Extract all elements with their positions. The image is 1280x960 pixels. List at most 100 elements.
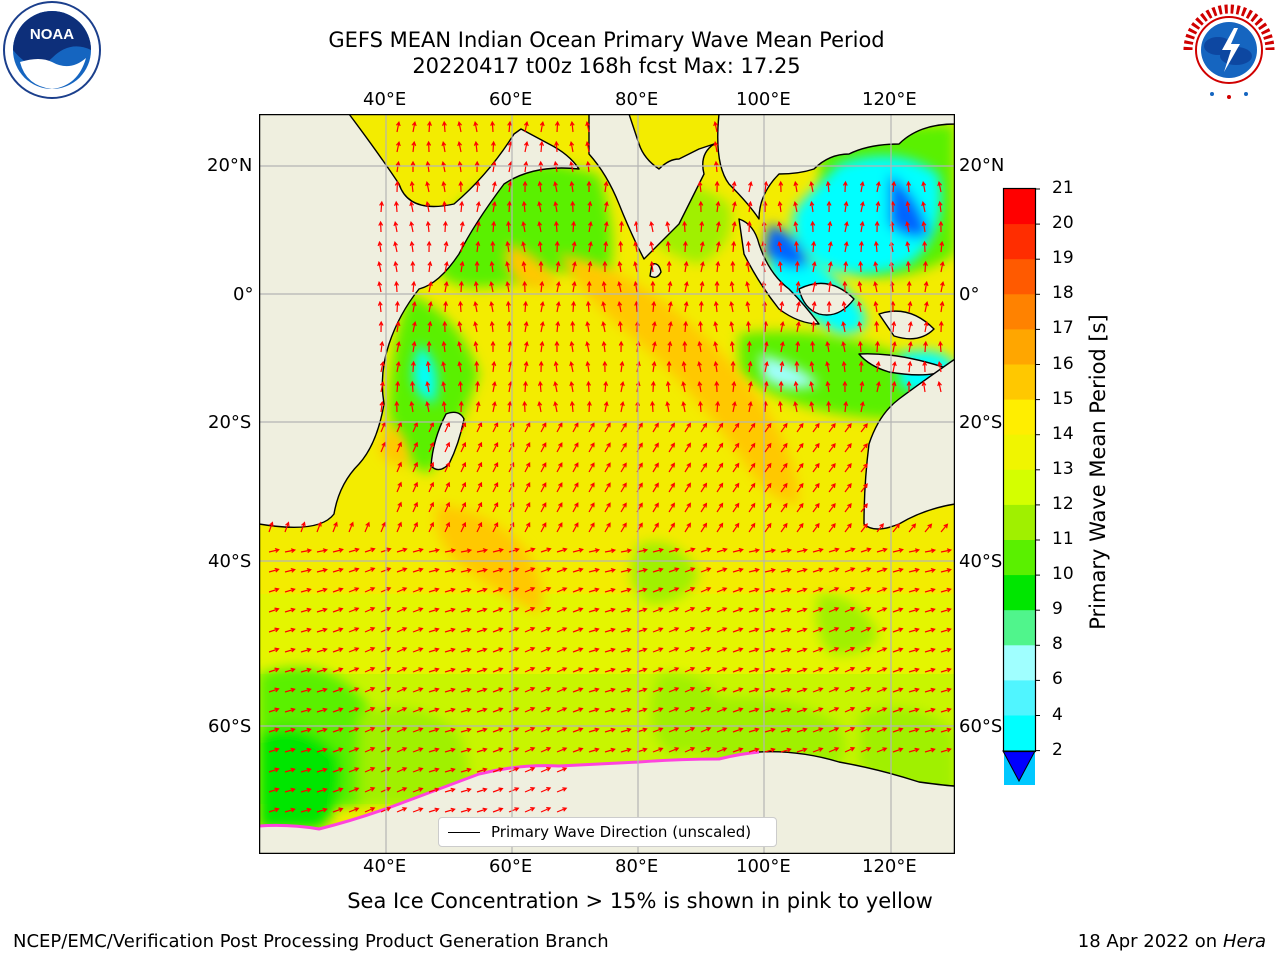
wave-arrow [907,360,913,373]
wave-arrow [764,548,777,554]
wave-arrow [300,647,312,653]
wave-arrow [796,548,808,553]
wave-arrow [860,707,872,713]
wave-arrow [490,340,496,352]
wave-arrow [457,320,463,333]
wave-arrow [860,747,872,753]
wave-arrow [684,587,696,593]
wave-arrow [377,260,382,273]
wave-arrow [796,522,804,533]
wave-arrow [380,421,386,433]
colorbar-cell [1004,189,1035,225]
wave-arrow [556,547,568,553]
wave-arrow [348,607,360,613]
wave-arrow [732,522,740,533]
wave-arrow [825,320,831,333]
wave-arrow [859,220,865,233]
wave-arrow [684,502,691,513]
wave-arrow [603,180,609,193]
wave-arrow [364,521,370,533]
wave-arrow [700,647,712,653]
wave-arrow [569,120,575,133]
wave-arrow [540,787,552,793]
wave-arrow [444,548,457,554]
wave-arrow [668,627,680,633]
wave-arrow [937,360,943,373]
noaa-logo: NOAA [3,1,101,99]
wave-arrow [316,767,328,773]
wave-arrow [906,380,912,392]
wave-arrow [412,521,418,533]
lon-label-bottom-100e: 100°E [736,856,791,877]
chart-subtitle: 20220417 t00z 168h fcst Max: 17.25 [412,54,801,78]
wave-arrow [425,400,430,413]
wave-arrow [489,300,495,313]
wave-arrow [828,687,840,693]
wave-arrow [748,502,756,513]
lon-label-bottom-40e: 40°E [363,856,407,877]
wave-arrow [652,647,664,653]
wave-arrow [921,180,927,193]
wave-arrow [841,360,847,373]
wave-arrow [603,240,609,253]
wave-arrow [537,240,543,253]
wave-arrow [668,667,680,673]
wave-arrow [841,320,847,333]
legend-line-swatch [448,831,480,833]
wave-arrow [553,180,558,193]
wave-arrow [620,442,627,453]
wave-arrow [427,280,433,293]
wave-arrow [812,280,817,293]
wave-arrow [860,443,868,453]
generation-date: 18 Apr 2022 on Hera [1078,931,1266,952]
wave-arrow [601,280,607,293]
wave-arrow [492,747,504,753]
wave-arrow [940,548,953,554]
colorbar-tick-label: 10 [1052,564,1074,585]
wave-arrow [537,380,543,393]
wave-arrow [620,522,627,533]
wave-arrow [284,707,296,713]
wave-arrow [332,807,344,813]
wave-arrow [682,340,688,353]
wave-arrow [460,647,472,653]
wave-arrow [396,707,408,713]
colorbar-tick-label: 8 [1052,634,1063,655]
wave-arrow [700,587,712,593]
wave-arrow [700,482,708,493]
wave-arrow [300,787,312,793]
wave-arrow [764,707,776,713]
colorbar-tick-label: 20 [1052,213,1074,234]
wave-arrow [492,547,504,553]
lat-label-left-0: 0° [233,284,254,305]
wave-arrow [812,607,824,613]
wave-arrow [907,300,913,313]
wave-arrow [873,240,879,253]
wave-arrow [348,567,360,573]
wave-arrow [684,522,691,533]
wave-arrow [876,567,888,573]
wave-arrow [684,667,696,673]
wave-arrow [860,483,868,493]
wave-arrow [619,400,625,413]
wave-arrow [748,462,756,473]
wave-arrow [409,400,415,413]
wave-arrow [604,707,616,713]
wave-arrow [348,587,360,593]
wave-arrow [908,647,920,653]
wave-arrow [475,220,481,233]
wave-arrow [300,607,312,613]
wave-arrow [779,340,785,353]
wave-arrow [460,667,472,673]
wave-arrow [844,747,856,753]
wave-arrow [539,140,545,153]
wave-arrow [732,747,744,753]
wave-arrow [396,727,408,733]
wave-arrow [508,522,515,533]
wave-arrow [524,627,536,633]
wave-arrow [460,501,467,513]
wave-arrow [684,727,696,733]
wave-arrow [732,442,740,453]
wave-arrow [860,607,872,613]
wave-arrow [811,260,817,273]
